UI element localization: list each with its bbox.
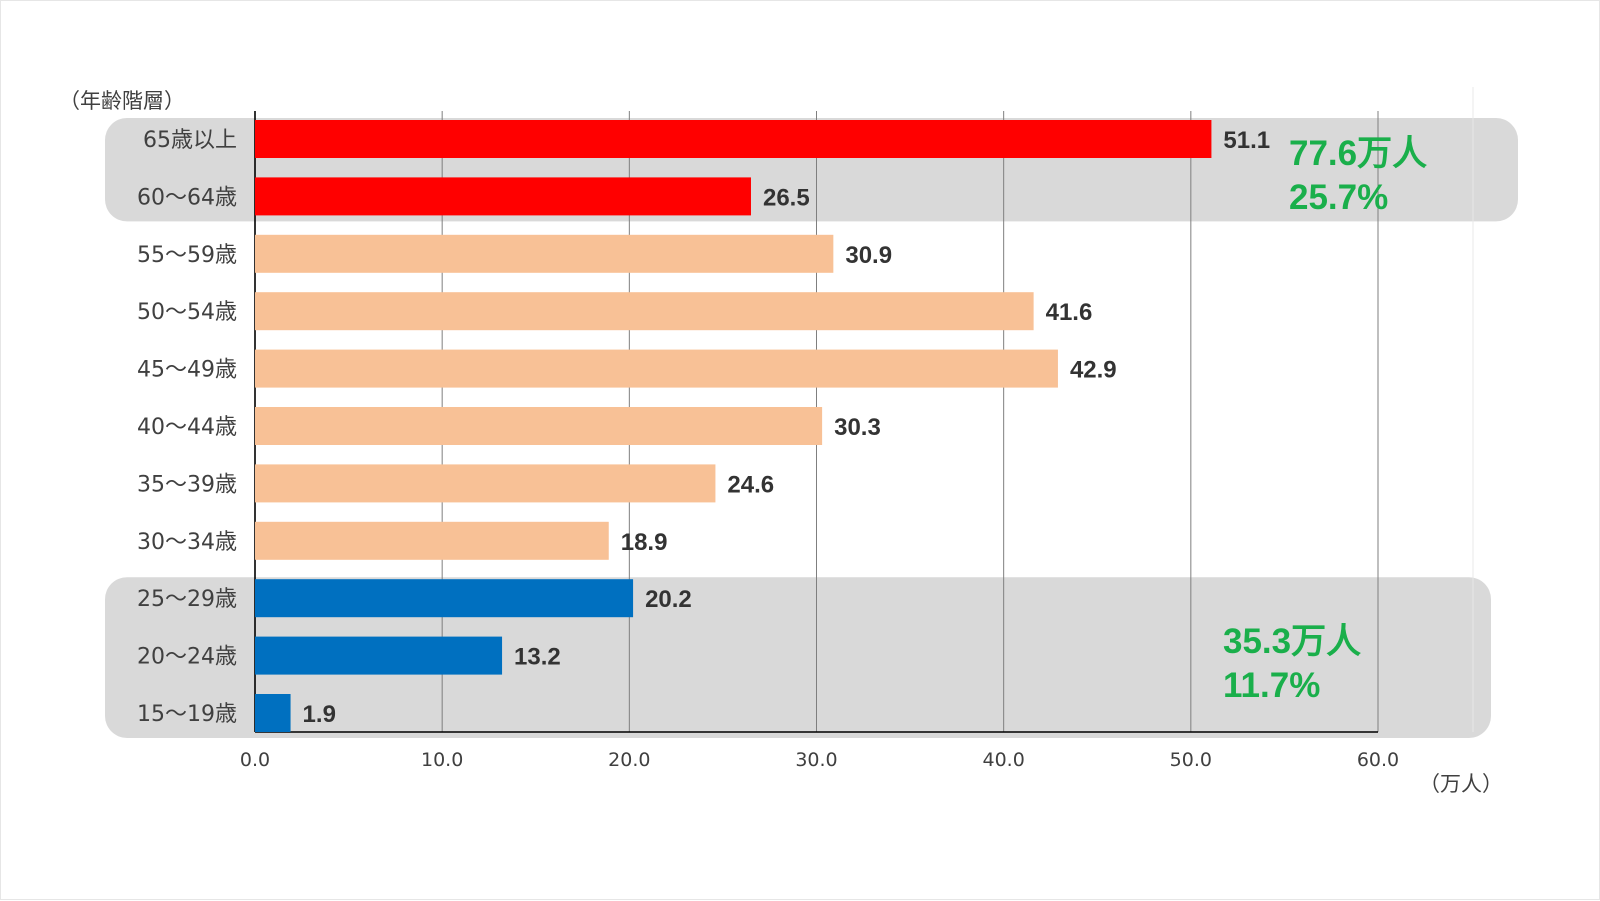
y-axis-title: （年齢階層） bbox=[59, 89, 185, 113]
category-label: 35～39歳 bbox=[137, 472, 237, 497]
bar bbox=[255, 234, 834, 273]
group-total-label: 77.6万人 bbox=[1289, 134, 1427, 173]
bar bbox=[255, 464, 716, 503]
group-share-label: 11.7% bbox=[1223, 666, 1320, 705]
category-label: 60～64歳 bbox=[137, 185, 237, 210]
data-label: 26.5 bbox=[763, 184, 810, 211]
data-label: 18.9 bbox=[621, 529, 668, 556]
category-label: 20～24歳 bbox=[137, 645, 237, 670]
category-label: 15～19歳 bbox=[137, 702, 237, 727]
x-tick-label: 60.0 bbox=[1357, 749, 1399, 771]
group-highlight-band bbox=[105, 577, 1491, 738]
data-label: 1.9 bbox=[303, 701, 336, 728]
bar bbox=[255, 292, 1034, 331]
bar bbox=[255, 694, 291, 732]
x-tick-label: 50.0 bbox=[1170, 749, 1212, 771]
data-label: 30.9 bbox=[845, 242, 892, 269]
category-label: 65歳以上 bbox=[143, 128, 237, 153]
group-total-label: 35.3万人 bbox=[1223, 622, 1361, 661]
data-label: 20.2 bbox=[645, 586, 692, 613]
category-label: 30～34歳 bbox=[137, 530, 237, 555]
category-label: 50～54歳 bbox=[137, 300, 237, 325]
bar bbox=[255, 407, 823, 445]
data-label: 42.9 bbox=[1070, 357, 1117, 384]
category-label: 55～59歳 bbox=[137, 243, 237, 268]
category-label: 25～29歳 bbox=[137, 587, 237, 612]
data-label: 24.6 bbox=[727, 471, 774, 498]
bar bbox=[255, 120, 1212, 158]
bar bbox=[255, 579, 634, 618]
bar bbox=[255, 636, 503, 675]
data-label: 13.2 bbox=[514, 644, 561, 671]
category-label: 40～44歳 bbox=[137, 415, 237, 440]
group-share-label: 25.7% bbox=[1289, 178, 1388, 217]
bar bbox=[255, 521, 609, 560]
bar bbox=[255, 349, 1058, 388]
x-tick-label: 30.0 bbox=[795, 749, 837, 771]
category-label: 45～49歳 bbox=[137, 358, 237, 383]
x-tick-label: 40.0 bbox=[983, 749, 1025, 771]
data-label: 30.3 bbox=[834, 414, 881, 441]
bar bbox=[255, 177, 751, 216]
x-axis-unit: （万人） bbox=[1419, 772, 1503, 796]
x-tick-label: 0.0 bbox=[240, 749, 270, 771]
data-label: 51.1 bbox=[1223, 127, 1270, 154]
x-tick-label: 20.0 bbox=[608, 749, 650, 771]
data-label: 41.6 bbox=[1046, 299, 1093, 326]
x-tick-label: 10.0 bbox=[421, 749, 463, 771]
